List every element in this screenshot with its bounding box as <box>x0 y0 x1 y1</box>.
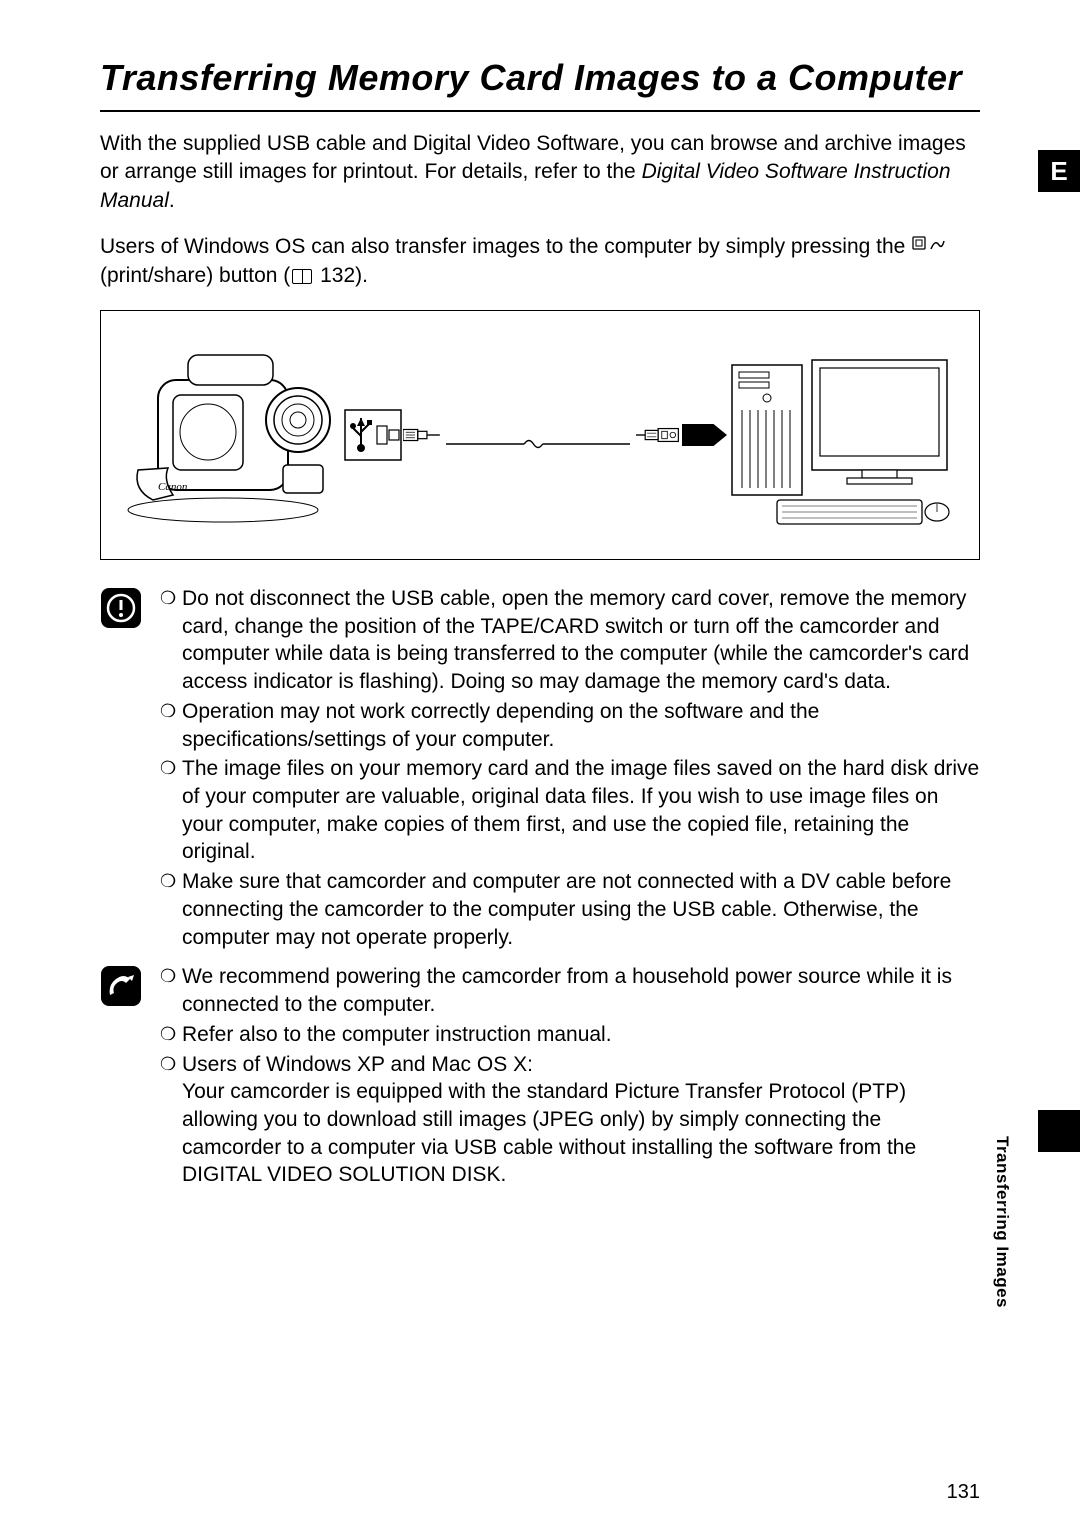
warning-text: Operation may not work correctly dependi… <box>182 698 980 753</box>
intro2-pageref: 132). <box>314 264 368 287</box>
bullet: ❍ <box>160 1051 182 1190</box>
usb-plug-right <box>636 426 682 444</box>
note-text: We recommend powering the camcorder from… <box>182 963 980 1018</box>
list-item: ❍Operation may not work correctly depend… <box>160 698 980 753</box>
notes-block: ❍We recommend powering the camcorder fro… <box>100 963 980 1191</box>
bullet: ❍ <box>160 1021 182 1049</box>
bullet: ❍ <box>160 755 182 866</box>
usb-plug-left <box>403 426 440 444</box>
bullet: ❍ <box>160 585 182 696</box>
side-section-label: Transferring Images <box>992 1136 1012 1308</box>
notes-list: ❍We recommend powering the camcorder fro… <box>160 963 980 1191</box>
book-icon <box>292 269 312 284</box>
intro2-text-1: Users of Windows OS can also transfer im… <box>100 235 911 258</box>
note-text: Refer also to the computer instruction m… <box>182 1021 980 1049</box>
warning-block: ❍Do not disconnect the USB cable, open t… <box>100 585 980 953</box>
side-tab-language: E <box>1038 150 1080 192</box>
bullet: ❍ <box>160 868 182 951</box>
intro2-text-2: (print/share) button ( <box>100 264 290 287</box>
usb-port-icon <box>343 408 403 463</box>
bullet: ❍ <box>160 698 182 753</box>
arrow-icon <box>682 424 727 446</box>
title-underline <box>100 110 980 112</box>
list-item: ❍Users of Windows XP and Mac OS X: Your … <box>160 1051 980 1190</box>
intro2-paragraph: Users of Windows OS can also transfer im… <box>100 233 980 290</box>
note-text: Users of Windows XP and Mac OS X: Your c… <box>182 1051 980 1190</box>
warning-list: ❍Do not disconnect the USB cable, open t… <box>160 585 980 953</box>
bullet: ❍ <box>160 963 182 1018</box>
warning-text: Make sure that camcorder and computer ar… <box>182 868 980 951</box>
list-item: ❍Do not disconnect the USB cable, open t… <box>160 585 980 696</box>
connection-diagram: Canon <box>100 310 980 560</box>
list-item: ❍Make sure that camcorder and computer a… <box>160 868 980 951</box>
side-section-marker <box>1038 1110 1080 1152</box>
list-item: ❍Refer also to the computer instruction … <box>160 1021 980 1049</box>
cable-line <box>446 434 630 436</box>
computer-illustration <box>727 340 957 530</box>
list-item: ❍We recommend powering the camcorder fro… <box>160 963 980 1018</box>
warning-text: Do not disconnect the USB cable, open th… <box>182 585 980 696</box>
page-number: 131 <box>947 1481 980 1504</box>
list-item: ❍The image files on your memory card and… <box>160 755 980 866</box>
intro-text-2: . <box>169 189 175 212</box>
camcorder-illustration: Canon <box>123 340 343 530</box>
page-title: Transferring Memory Card Images to a Com… <box>100 55 980 100</box>
warning-text: The image files on your memory card and … <box>182 755 980 866</box>
note-icon <box>100 965 142 1007</box>
warning-icon <box>100 587 142 629</box>
svg-text:Canon: Canon <box>158 481 188 493</box>
intro-paragraph: With the supplied USB cable and Digital … <box>100 130 980 215</box>
print-share-icon <box>911 233 945 261</box>
